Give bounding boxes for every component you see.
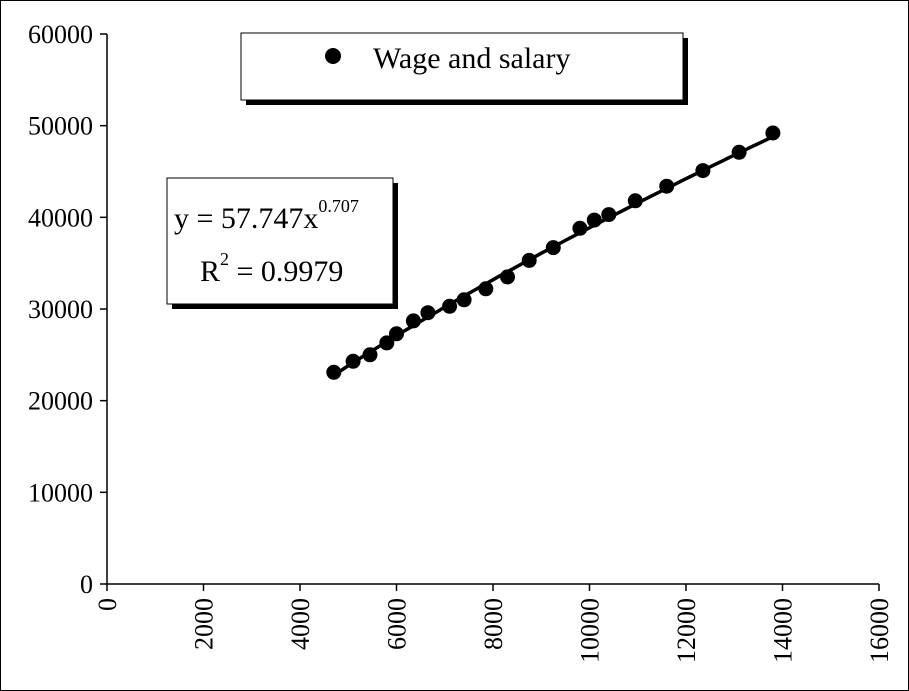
x-tick-label: 6000 <box>383 598 412 650</box>
data-point <box>500 269 515 285</box>
x-tick-label: 10000 <box>576 598 605 663</box>
x-tick-label: 2000 <box>190 598 219 650</box>
legend-marker-icon <box>325 48 341 64</box>
x-axis-ticks: 0 2000 4000 6000 8000 10000 12000 14000 16000 <box>93 584 894 663</box>
data-markers <box>326 125 781 380</box>
data-point <box>731 144 747 160</box>
data-point <box>326 364 342 380</box>
data-point <box>379 335 395 351</box>
x-tick-label: 0 <box>93 598 122 611</box>
legend-box <box>240 32 684 101</box>
data-point <box>362 347 378 363</box>
data-point <box>456 292 472 308</box>
equation-line: y = 57.747x0.707 <box>174 196 359 235</box>
y-tick-label: 10000 <box>28 478 93 507</box>
equation-prefix: y = 57.747x <box>174 202 318 235</box>
x-tick-label: 12000 <box>672 598 701 663</box>
data-point <box>572 220 588 236</box>
y-tick-label: 20000 <box>28 387 93 416</box>
x-tick-label: 14000 <box>769 598 798 663</box>
plot-area: 0 10000 20000 30000 40000 50000 60000 0 2000 400… <box>28 20 894 663</box>
data-point <box>586 212 602 228</box>
y-axis-ticks: 0 10000 20000 30000 40000 50000 60000 <box>28 20 107 599</box>
data-point <box>420 305 436 321</box>
y-tick-label: 50000 <box>28 112 93 141</box>
y-tick-label: 60000 <box>28 20 93 49</box>
y-tick-label: 0 <box>80 570 93 599</box>
trendline-equation-box: y = 57.747x0.707 R2 = 0.9979 <box>166 177 398 309</box>
x-tick-label: 16000 <box>865 598 894 663</box>
data-point <box>627 193 643 209</box>
y-tick-label: 30000 <box>28 295 93 324</box>
data-point <box>521 252 537 268</box>
r2-value: = 0.9979 <box>229 255 343 288</box>
data-point <box>442 298 458 314</box>
data-point <box>478 281 494 297</box>
x-tick-label: 4000 <box>286 598 315 650</box>
data-point <box>405 313 421 329</box>
r-squared-line: R2 = 0.9979 <box>200 249 343 288</box>
y-tick-label: 40000 <box>28 203 93 232</box>
data-point <box>659 178 675 194</box>
x-tick-label: 8000 <box>479 598 508 650</box>
data-point <box>345 353 361 369</box>
data-point <box>601 207 617 223</box>
r2-prefix: R <box>200 255 220 288</box>
data-point <box>545 240 561 256</box>
r2-exponent: 2 <box>220 249 229 269</box>
equation-exponent: 0.707 <box>318 196 359 216</box>
data-point <box>389 326 404 342</box>
data-point <box>765 125 781 141</box>
data-point <box>695 163 711 179</box>
legend-label: Wage and salary <box>373 42 571 75</box>
legend: Wage and salary <box>240 32 688 105</box>
equation-box <box>166 177 394 305</box>
